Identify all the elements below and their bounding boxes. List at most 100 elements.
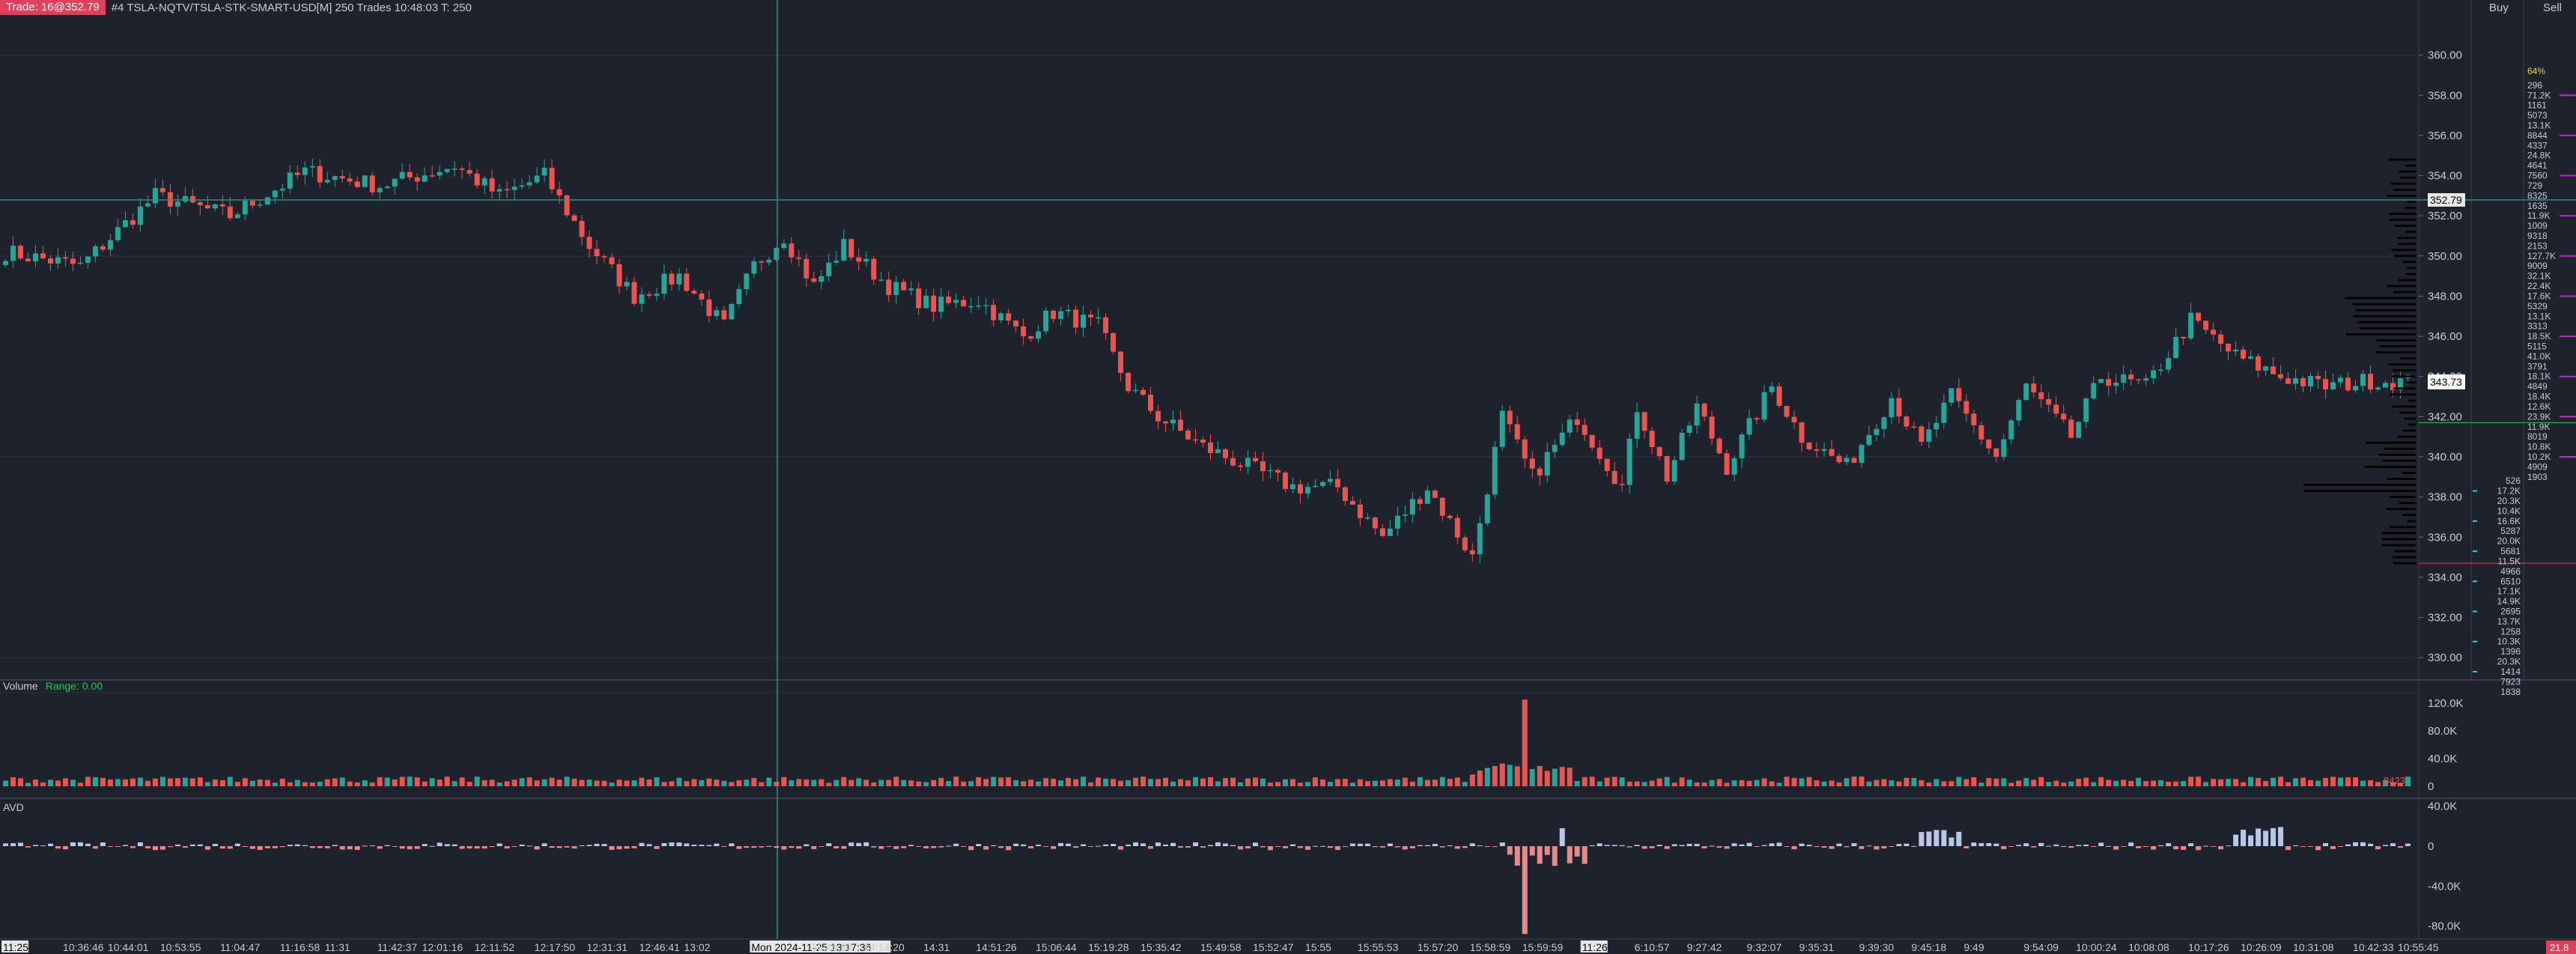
buy-size-label: 13.7K <box>2497 616 2521 627</box>
volume-bar <box>1185 780 1191 786</box>
volume-bar <box>1641 782 1647 786</box>
avd-bar <box>324 846 330 848</box>
avd-bar <box>2068 846 2074 848</box>
volume-bar <box>272 783 278 786</box>
avd-bar <box>77 842 83 846</box>
profile-bar <box>2376 339 2416 341</box>
avd-bar <box>2016 845 2022 846</box>
sell-column-header[interactable]: Sell <box>2543 1 2563 14</box>
volume-bar <box>766 777 772 786</box>
avd-bar <box>2315 846 2321 851</box>
volume-bar <box>1088 782 1094 786</box>
candle-body <box>2173 336 2179 359</box>
avd-bar <box>1372 846 1378 848</box>
volume-bar <box>624 780 630 786</box>
candle-body <box>1896 398 1902 417</box>
candle-body <box>1664 456 1670 482</box>
volume-bar <box>1664 777 1670 786</box>
avd-bar <box>744 846 750 848</box>
avd-bar <box>1529 846 1535 856</box>
candle-body <box>1439 497 1445 516</box>
candle-body <box>1941 402 1947 423</box>
profile-bar <box>2402 472 2416 474</box>
volume-bar <box>1208 777 1213 786</box>
candle-body <box>2218 334 2224 344</box>
volume-bar <box>811 780 817 786</box>
buy-size-label: 10.3K <box>2497 636 2521 647</box>
profile-bar <box>2378 453 2416 456</box>
time-axis-label: 12:46:41 <box>639 941 680 953</box>
candle-body <box>1402 514 1408 516</box>
volume-bar <box>1222 778 1228 786</box>
buy-size-label: 7923 <box>2500 676 2521 687</box>
avd-bar <box>1073 846 1079 848</box>
avd-bar <box>1312 845 1318 847</box>
profile-bar <box>2382 459 2416 462</box>
profile-bar <box>2391 375 2416 378</box>
volume-bar <box>1836 782 1842 786</box>
avd-bar <box>279 846 285 848</box>
avd-bar <box>1552 846 1558 866</box>
candle-body <box>893 282 899 296</box>
avd-bar <box>729 843 735 846</box>
volume-bar <box>721 780 727 786</box>
candle-body <box>616 264 622 287</box>
candlestick-series <box>3 158 2411 563</box>
profile-bar <box>2386 508 2416 511</box>
profile-bar <box>2408 399 2416 402</box>
last-trade-badge[interactable]: Trade: 16@352.79 <box>0 0 106 15</box>
avd-bar <box>1956 831 1962 846</box>
volume-bar <box>1111 779 1117 786</box>
volume-bar <box>796 779 802 786</box>
volume-bar <box>1148 779 1154 786</box>
volume-bar <box>174 778 180 786</box>
candle-body <box>1424 490 1430 504</box>
time-axis-label: 9:39:30 <box>1859 941 1894 953</box>
avd-bar <box>1963 846 1969 848</box>
volume-bar <box>946 781 952 786</box>
volume-bar <box>1170 781 1176 786</box>
volume-bar <box>1006 777 1012 786</box>
volume-bar <box>661 782 667 786</box>
volume-bar <box>1529 768 1535 786</box>
volume-bar <box>377 777 383 786</box>
volume-bar <box>407 777 413 786</box>
volume-bar <box>1469 774 1475 786</box>
instrument-title[interactable]: #4 TSLA-NQTV/TSLA-STK-SMART-USD[M] 250 T… <box>111 1 472 14</box>
volume-bar <box>789 780 795 786</box>
profile-bar <box>2393 255 2416 258</box>
sell-size-label: 71.2K <box>2527 90 2551 100</box>
candle-body <box>1881 417 1887 429</box>
candle-body <box>1514 424 1520 440</box>
candle-body <box>1978 425 1984 440</box>
volume-bar <box>1686 780 1692 786</box>
volume-bar <box>2203 782 2209 786</box>
candle-body <box>534 175 540 183</box>
avd-tick-label: -40.0K <box>2428 880 2461 893</box>
volume-bar <box>10 777 16 786</box>
candle-body <box>953 300 959 303</box>
time-axis-label: 12:11:52 <box>475 941 515 953</box>
avd-bar <box>189 844 195 846</box>
avd-bar <box>2001 846 2007 849</box>
volume-bar <box>2248 777 2254 786</box>
avd-bar <box>92 846 98 849</box>
candle-body <box>1709 416 1715 439</box>
profile-bar <box>2353 315 2416 318</box>
candle-body <box>1163 421 1169 424</box>
time-axis-label: 15:57:20 <box>1418 941 1459 953</box>
volume-bar <box>953 777 959 786</box>
price-tick-label: 354.00 <box>2428 170 2462 183</box>
volume-bar <box>639 777 645 786</box>
avd-bar <box>227 846 233 849</box>
avd-bar <box>317 846 323 848</box>
candle-body <box>332 176 338 180</box>
sell-size-label: 5115 <box>2527 341 2547 352</box>
candle-body <box>1372 517 1378 529</box>
avd-bar <box>1754 846 1760 847</box>
profile-bar <box>2390 526 2416 529</box>
buy-column-header[interactable]: Buy <box>2489 1 2509 14</box>
avd-title: AVD <box>3 801 24 813</box>
